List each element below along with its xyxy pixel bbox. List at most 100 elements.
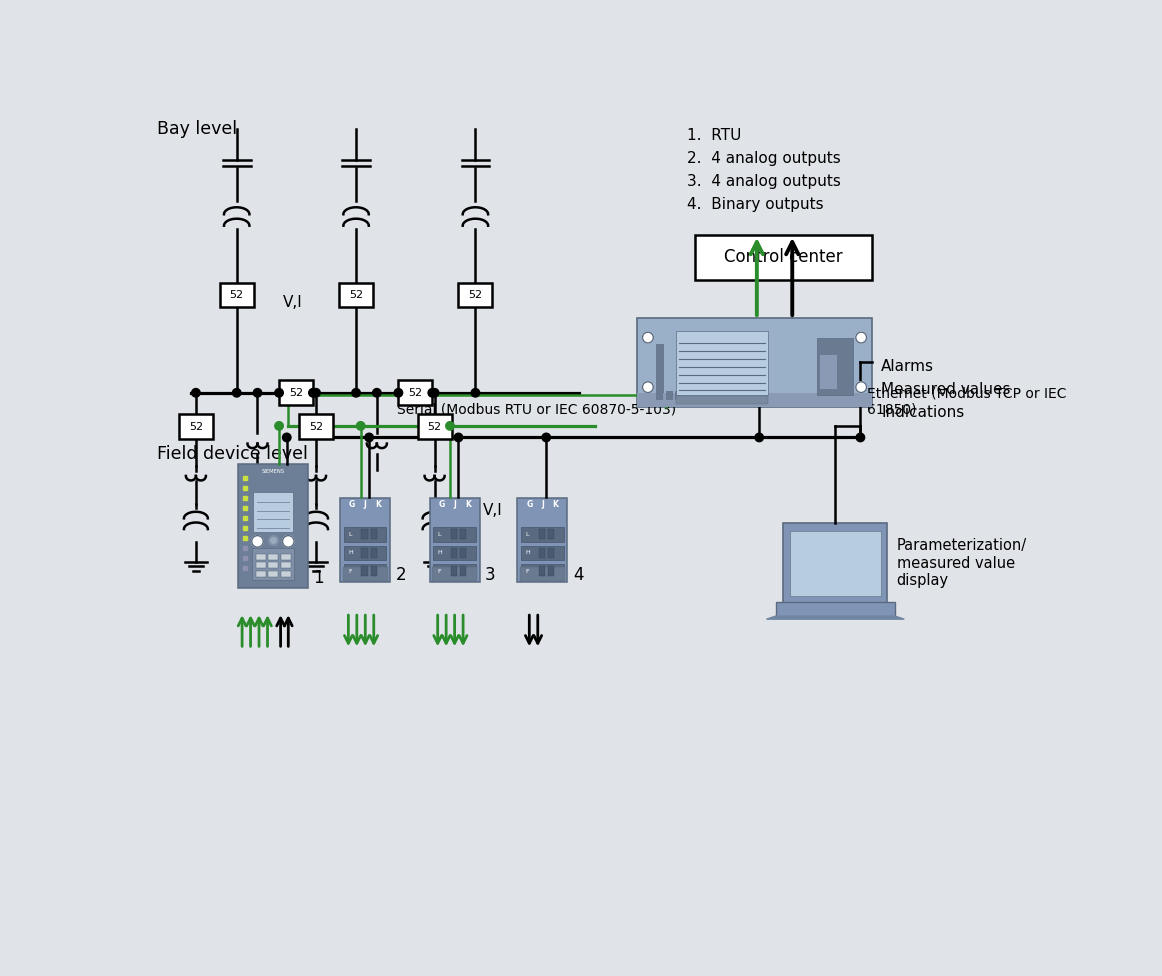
Bar — [657, 391, 664, 400]
Circle shape — [275, 422, 284, 430]
Text: K: K — [465, 500, 471, 508]
Circle shape — [755, 433, 763, 442]
Text: J: J — [364, 500, 367, 508]
Text: H: H — [347, 550, 352, 555]
Text: Control center: Control center — [724, 248, 842, 266]
Text: L: L — [438, 532, 442, 537]
Text: G: G — [526, 500, 532, 508]
Bar — [343, 567, 388, 581]
Bar — [451, 548, 457, 558]
Text: H: H — [437, 550, 442, 555]
Text: 2: 2 — [396, 565, 407, 584]
Bar — [817, 338, 853, 395]
Text: L: L — [349, 532, 352, 537]
Bar — [417, 415, 452, 439]
Text: 52: 52 — [408, 387, 423, 398]
Bar — [344, 527, 387, 542]
Bar — [517, 498, 567, 583]
Bar — [433, 546, 475, 560]
Text: 1: 1 — [313, 569, 323, 588]
Text: 52: 52 — [289, 387, 303, 398]
Bar — [538, 566, 545, 577]
Text: G: G — [438, 500, 445, 508]
Bar — [280, 571, 290, 577]
Bar — [460, 548, 466, 558]
Polygon shape — [767, 616, 904, 619]
Text: SIEMENS: SIEMENS — [261, 468, 285, 473]
Text: K: K — [553, 500, 559, 508]
Bar — [344, 546, 387, 560]
Bar — [547, 566, 554, 577]
Text: Serial (Modbus RTU or IEC 60870-5-103): Serial (Modbus RTU or IEC 60870-5-103) — [397, 403, 676, 417]
Bar — [451, 529, 457, 540]
Bar — [279, 381, 313, 405]
Bar — [280, 562, 290, 568]
Bar — [399, 381, 432, 405]
Bar — [371, 529, 376, 540]
Text: H: H — [525, 550, 530, 555]
Circle shape — [643, 382, 653, 392]
Bar — [339, 283, 373, 307]
Bar — [776, 602, 895, 618]
Text: F: F — [438, 569, 442, 574]
Bar — [299, 415, 333, 439]
Bar — [459, 283, 493, 307]
Text: 2.  4 analog outputs: 2. 4 analog outputs — [687, 151, 841, 166]
Bar — [280, 553, 290, 560]
Text: 52: 52 — [428, 422, 442, 431]
Bar — [252, 548, 294, 580]
Bar — [522, 527, 564, 542]
Bar — [361, 548, 367, 558]
Text: G: G — [349, 500, 356, 508]
Text: 52: 52 — [349, 290, 363, 300]
Bar — [344, 564, 387, 579]
Bar — [657, 345, 664, 392]
Text: Bay level: Bay level — [157, 120, 237, 139]
Bar — [432, 567, 478, 581]
Text: Field device level: Field device level — [157, 445, 308, 464]
Circle shape — [309, 388, 317, 397]
Text: 3.  4 analog outputs: 3. 4 analog outputs — [687, 175, 841, 189]
Text: Parameterization/
measured value
display: Parameterization/ measured value display — [897, 539, 1027, 589]
Text: K: K — [375, 500, 381, 508]
Bar — [371, 548, 376, 558]
Bar — [538, 529, 545, 540]
Circle shape — [232, 388, 241, 397]
Circle shape — [311, 388, 321, 397]
Text: Measured values: Measured values — [881, 383, 1011, 397]
Text: J: J — [453, 500, 456, 508]
Circle shape — [454, 433, 462, 442]
Bar — [340, 498, 390, 583]
Text: 52: 52 — [189, 422, 203, 431]
Circle shape — [252, 536, 264, 548]
Bar — [268, 562, 278, 568]
Bar — [179, 415, 213, 439]
Bar — [547, 548, 554, 558]
Circle shape — [855, 332, 867, 343]
Bar — [547, 529, 554, 540]
Bar — [253, 492, 293, 532]
Text: 1.  RTU: 1. RTU — [687, 128, 741, 143]
Text: Alarms: Alarms — [881, 359, 934, 374]
Text: 52: 52 — [230, 290, 244, 300]
Bar — [433, 527, 475, 542]
Bar — [256, 553, 266, 560]
Bar — [820, 355, 838, 388]
Circle shape — [643, 332, 653, 343]
Bar — [522, 564, 564, 579]
Bar — [675, 391, 682, 400]
Bar — [675, 331, 768, 395]
Circle shape — [282, 433, 290, 442]
Bar — [238, 465, 308, 588]
Circle shape — [428, 388, 437, 397]
Circle shape — [430, 388, 439, 397]
Circle shape — [275, 388, 284, 397]
Text: 52: 52 — [309, 422, 323, 431]
Circle shape — [541, 433, 551, 442]
Circle shape — [253, 388, 261, 397]
Bar — [522, 546, 564, 560]
Text: J: J — [541, 500, 544, 508]
Bar — [268, 571, 278, 577]
Bar — [361, 566, 367, 577]
Bar — [268, 553, 278, 560]
